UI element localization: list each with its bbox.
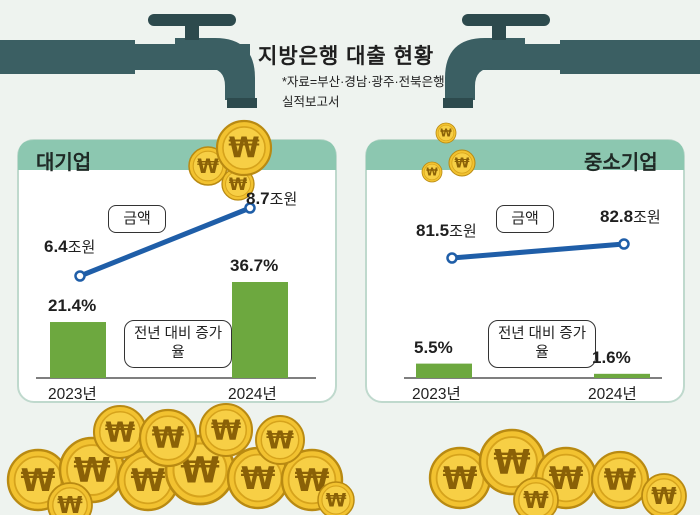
growth-value-label: 36.7%	[230, 256, 279, 275]
source-note: *자료=부산·경남·광주·전북은행 실적보고서	[282, 75, 445, 109]
panel-smes	[365, 139, 685, 403]
growth-bar	[232, 282, 288, 378]
amount-point	[446, 252, 458, 264]
faucet-icon	[443, 14, 700, 108]
page-title: 지방은행 대출 현황	[258, 45, 435, 68]
amount-value-label: 81.5조원	[416, 221, 477, 240]
chart-marks	[50, 202, 650, 378]
growth-value-label: 21.4%	[48, 296, 97, 316]
amount-point	[618, 238, 630, 250]
growth-legend-tag: 전년 대비 증가율	[488, 320, 596, 368]
year-tick-label: 2024년	[588, 386, 637, 403]
amount-legend-tag: 금액	[108, 205, 166, 233]
amount-line	[77, 205, 253, 279]
panel-title-smes: 중소기업	[584, 152, 658, 174]
amount-line	[449, 241, 627, 261]
amount-point	[244, 202, 256, 214]
growth-legend-tag: 전년 대비 증가율	[124, 320, 232, 368]
growth-bar	[416, 363, 472, 378]
faucet-icon	[0, 14, 257, 108]
year-tick-label: 2024년	[228, 386, 277, 403]
coin-pile	[8, 404, 686, 515]
year-tick-label: 2023년	[48, 386, 97, 403]
year-tick-label: 2023년	[412, 386, 461, 403]
growth-bar	[594, 373, 650, 378]
growth-value-label: 1.6%	[592, 347, 631, 367]
growth-value-label: 5.5%	[414, 337, 453, 357]
amount-legend-tag: 금액	[496, 205, 554, 233]
amount-value-label: 6.4조원	[44, 237, 96, 256]
growth-bar	[50, 322, 106, 378]
panel-title-large-firms: 대기업	[36, 152, 92, 174]
amount-value-label: 8.7조원	[246, 189, 298, 208]
amount-value-label: 82.8조원	[600, 207, 661, 226]
amount-point	[74, 270, 86, 282]
